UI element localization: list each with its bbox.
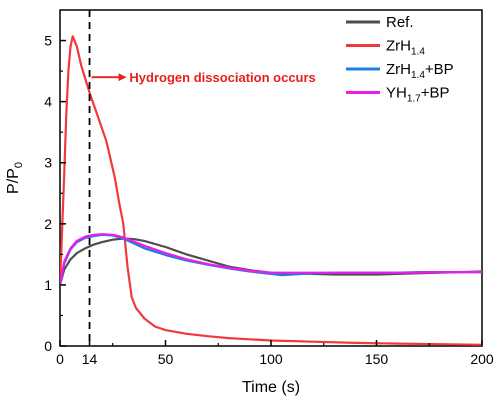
x-tick-label-3: 100 [259,351,283,367]
x-tick-label-1: 14 [82,351,98,367]
legend-label-main-0: Ref. [386,14,414,31]
series-line-1 [60,35,482,346]
y-tick-label-4: 4 [44,94,52,110]
series-line-0 [60,237,482,286]
annotation-text: Hydrogen dissociation occurs [129,70,315,85]
legend-label-suffix-2: +BP [425,61,454,78]
legend-label-main-3: YH [386,85,407,102]
y-tick-label-0: 0 [44,338,52,354]
legend-label-main-1: ZrH [386,38,411,55]
series-layer [60,35,482,346]
legend-label-suffix-3: +BP [421,85,450,102]
y-tick-label-3: 3 [44,155,52,171]
x-tick-label-4: 150 [365,351,389,367]
x-tick-label-5: 200 [470,351,494,367]
y-tick-label-5: 5 [44,33,52,49]
y-tick-label-2: 2 [44,216,52,232]
legend-label-0: Ref. [386,14,414,31]
y-axis-label: P/P0 [5,162,25,194]
legend-label-2: ZrH1.4+BP [386,61,454,81]
legend-label-1: ZrH1.4 [386,38,425,58]
y-axis-label-main: P/P [5,168,22,194]
plot-frame [59,9,483,347]
legend-label-sub-2: 1.4 [411,70,425,81]
legend-label-3: YH1.7+BP [386,85,450,105]
legend-label-sub-1: 1.4 [411,47,425,58]
series-line-2 [60,233,482,286]
x-tick-label-0: 0 [56,351,64,367]
y-tick-label-1: 1 [44,277,52,293]
legend-label-sub-3: 1.7 [407,94,421,105]
legend-label-main-2: ZrH [386,61,411,78]
series-line-3 [60,233,482,286]
x-axis-label: Time (s) [242,379,300,396]
y-axis-label-sub: 0 [13,162,25,168]
x-tick-label-2: 50 [158,351,174,367]
axes-layer: 0 14 50 100 150 200 0 1 2 3 4 5 [44,33,494,367]
